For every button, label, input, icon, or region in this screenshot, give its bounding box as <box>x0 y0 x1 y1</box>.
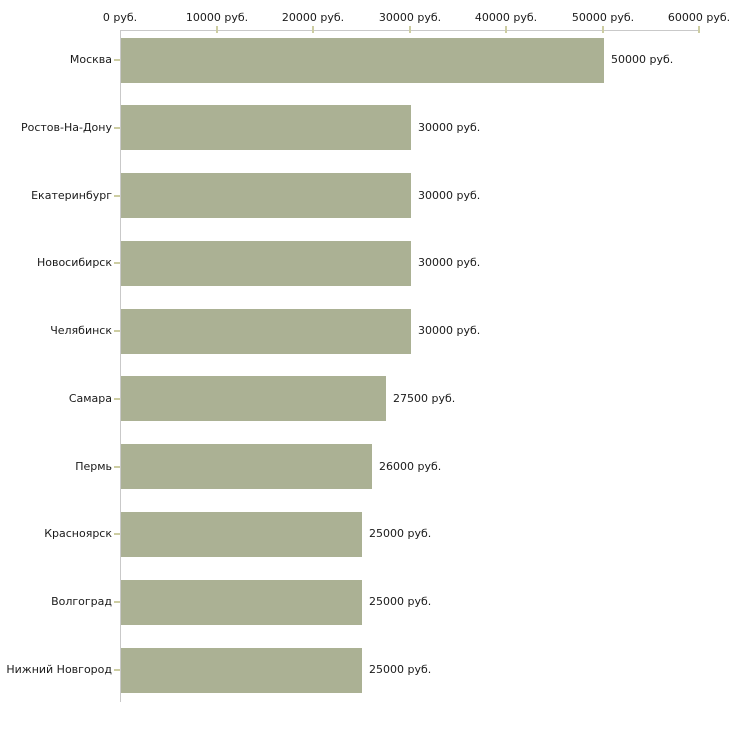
x-tick <box>602 26 604 33</box>
y-tick <box>114 466 120 468</box>
y-axis-line <box>120 30 121 702</box>
value-label: 27500 руб. <box>393 392 456 405</box>
bar <box>121 38 604 83</box>
bar <box>121 376 386 421</box>
x-tick-label: 60000 руб. <box>667 11 730 24</box>
category-label: Красноярск <box>44 527 112 540</box>
x-tick-label: 10000 руб. <box>185 11 249 24</box>
value-label: 30000 руб. <box>418 189 481 202</box>
x-tick <box>409 26 411 33</box>
value-label: 25000 руб. <box>369 595 432 608</box>
y-tick <box>114 262 120 264</box>
category-label: Нижний Новгород <box>6 663 112 676</box>
value-label: 30000 руб. <box>418 324 481 337</box>
bar <box>121 512 362 557</box>
x-tick-label: 40000 руб. <box>474 11 538 24</box>
category-label: Москва <box>69 53 112 66</box>
bar <box>121 580 362 625</box>
y-tick <box>114 533 120 535</box>
y-tick <box>114 669 120 671</box>
y-tick <box>114 195 120 197</box>
value-label: 25000 руб. <box>369 527 432 540</box>
y-tick <box>114 398 120 400</box>
bar <box>121 648 362 693</box>
value-label: 50000 руб. <box>611 53 674 66</box>
y-tick <box>114 330 120 332</box>
value-label: 26000 руб. <box>379 460 442 473</box>
bar <box>121 444 372 489</box>
y-tick <box>114 601 120 603</box>
bar <box>121 105 411 150</box>
category-label: Ростов-На-Дону <box>20 121 112 134</box>
y-tick <box>114 59 120 61</box>
bar <box>121 309 411 354</box>
x-tick-label: 30000 руб. <box>378 11 442 24</box>
x-tick <box>505 26 507 33</box>
category-label: Самара <box>68 392 112 405</box>
category-label: Новосибирск <box>36 256 112 269</box>
x-tick <box>698 26 700 33</box>
x-tick-label: 50000 руб. <box>571 11 635 24</box>
value-label: 30000 руб. <box>418 256 481 269</box>
category-label: Волгоград <box>51 595 112 608</box>
bar <box>121 241 411 286</box>
value-label: 30000 руб. <box>418 121 481 134</box>
category-label: Пермь <box>75 460 112 473</box>
category-label: Челябинск <box>50 324 112 337</box>
category-label: Екатеринбург <box>31 189 112 202</box>
x-tick-label: 0 руб. <box>102 11 138 24</box>
bar <box>121 173 411 218</box>
x-tick <box>216 26 218 33</box>
value-label: 25000 руб. <box>369 663 432 676</box>
x-tick <box>312 26 314 33</box>
x-tick-label: 20000 руб. <box>281 11 345 24</box>
y-tick <box>114 127 120 129</box>
